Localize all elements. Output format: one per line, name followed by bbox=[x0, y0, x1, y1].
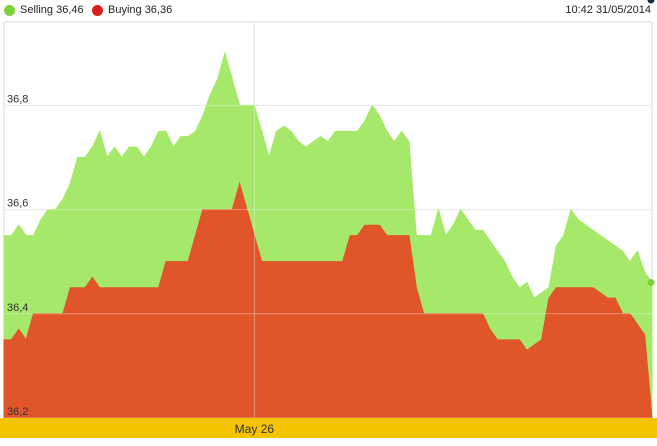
buying-legend-dot-icon bbox=[92, 4, 103, 16]
y-tick-label: 36,4 bbox=[7, 302, 28, 314]
selling-end-marker bbox=[647, 279, 655, 287]
timestamp: 10:42 31/05/2014 bbox=[565, 4, 651, 16]
y-tick-label: 36,8 bbox=[7, 93, 28, 105]
legend-item-buying[interactable]: Buying 36,36 bbox=[92, 4, 172, 16]
x-axis-labels: May 26 bbox=[235, 422, 275, 436]
y-tick-label: 36,6 bbox=[7, 198, 28, 210]
x-tick-label: May 26 bbox=[235, 422, 275, 436]
selling-legend-dot-icon bbox=[4, 4, 15, 16]
end-markers bbox=[647, 0, 655, 287]
series-areas bbox=[3, 22, 653, 419]
legend-label-selling: Selling 36,46 bbox=[20, 4, 84, 16]
buying-end-marker bbox=[647, 0, 655, 4]
x-axis-band-rect bbox=[0, 418, 657, 438]
chart-header: Selling 36,46 Buying 36,36 10:42 31/05/2… bbox=[0, 0, 657, 22]
bottom-margin bbox=[0, 438, 657, 446]
legend-label-buying: Buying 36,36 bbox=[108, 4, 173, 16]
y-tick-label: 36,2 bbox=[7, 406, 28, 418]
series-area-buying bbox=[3, 181, 653, 419]
x-axis-band bbox=[0, 418, 657, 446]
legend-item-selling[interactable]: Selling 36,46 bbox=[4, 4, 84, 16]
y-axis-labels: 36,2 36,4 36,6 36,8 bbox=[7, 93, 28, 418]
